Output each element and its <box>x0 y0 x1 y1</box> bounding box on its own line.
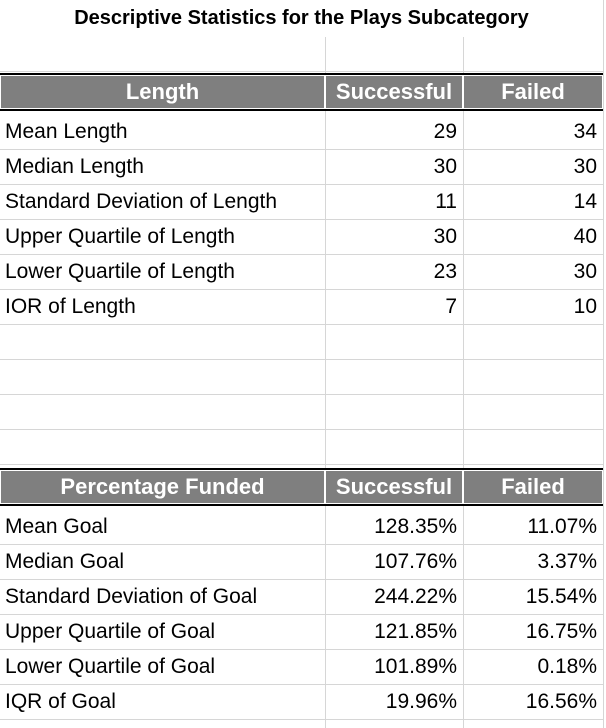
table-row: Standard Deviation of Goal 244.22% 15.54… <box>0 580 603 615</box>
column-divider <box>603 0 604 728</box>
row-label[interactable]: Mean Length <box>5 120 128 143</box>
table-row: Upper Quartile of Length 30 40 <box>0 220 603 255</box>
successful-cell[interactable]: 23 <box>433 260 457 283</box>
failed-cell[interactable]: 34 <box>573 120 597 143</box>
table-row: Mean Length 29 34 <box>0 115 603 150</box>
failed-cell[interactable]: 15.54% <box>525 585 597 608</box>
failed-cell[interactable]: 11.07% <box>527 515 597 538</box>
successful-cell[interactable]: 19.96% <box>385 690 457 713</box>
failed-cell[interactable]: 10 <box>573 295 597 318</box>
table-row: Median Goal 107.76% 3.37% <box>0 545 603 580</box>
table-row: IOR of Length 7 10 <box>0 290 603 325</box>
empty-row[interactable] <box>0 395 603 430</box>
failed-cell[interactable]: 40 <box>573 225 597 248</box>
row-label[interactable]: Upper Quartile of Goal <box>5 620 216 643</box>
table-row: Mean Goal 128.35% 11.07% <box>0 510 603 545</box>
row-label[interactable]: Mean Goal <box>5 515 108 538</box>
empty-row[interactable] <box>0 360 603 395</box>
table1-header-failed[interactable]: Failed <box>463 75 603 109</box>
successful-cell[interactable]: 244.22% <box>374 585 457 608</box>
empty-row[interactable] <box>0 325 603 360</box>
failed-cell[interactable]: 14 <box>573 190 597 213</box>
failed-cell[interactable]: 30 <box>573 260 597 283</box>
sheet-title: Descriptive Statistics for the Plays Sub… <box>0 0 603 37</box>
table-row: Lower Quartile of Goal 101.89% 0.18% <box>0 650 603 685</box>
successful-cell[interactable]: 30 <box>433 225 457 248</box>
column-divider <box>463 0 464 728</box>
table-row: Standard Deviation of Length 11 14 <box>0 185 603 220</box>
failed-cell[interactable]: 30 <box>573 155 597 178</box>
table-row: IQR of Goal 19.96% 16.56% <box>0 685 603 720</box>
table2-header-row: Percentage Funded Successful Failed <box>0 468 603 506</box>
table2-header-percentage-funded[interactable]: Percentage Funded <box>0 470 325 504</box>
table2-header-successful[interactable]: Successful <box>325 470 463 504</box>
row-label[interactable]: Upper Quartile of Length <box>5 225 235 248</box>
failed-cell[interactable]: 16.75% <box>525 620 597 643</box>
row-label[interactable]: Standard Deviation of Length <box>5 190 278 213</box>
empty-row[interactable] <box>0 430 603 465</box>
successful-cell[interactable]: 121.85% <box>374 620 457 643</box>
table2-header-failed[interactable]: Failed <box>463 470 603 504</box>
successful-cell[interactable]: 29 <box>433 120 457 143</box>
successful-cell[interactable]: 7 <box>445 295 457 318</box>
table1-header-row: Length Successful Failed <box>0 73 603 111</box>
row-label[interactable]: Standard Deviation of Goal <box>5 585 258 608</box>
successful-cell[interactable]: 11 <box>435 190 457 213</box>
table-row: Upper Quartile of Goal 121.85% 16.75% <box>0 615 603 650</box>
successful-cell[interactable]: 107.76% <box>374 550 457 573</box>
failed-cell[interactable]: 16.56% <box>525 690 597 713</box>
empty-row[interactable] <box>0 37 603 72</box>
row-label[interactable]: Lower Quartile of Length <box>5 260 235 283</box>
successful-cell[interactable]: 30 <box>433 155 457 178</box>
table-row: Lower Quartile of Length 23 30 <box>0 255 603 290</box>
column-divider <box>325 0 326 728</box>
row-label[interactable]: Median Goal <box>5 550 125 573</box>
failed-cell[interactable]: 3.37% <box>537 550 597 573</box>
row-label[interactable]: IOR of Length <box>5 295 136 318</box>
failed-cell[interactable]: 0.18% <box>537 655 597 678</box>
table-row: Median Length 30 30 <box>0 150 603 185</box>
row-label[interactable]: IQR of Goal <box>5 690 116 713</box>
table1-header-length[interactable]: Length <box>0 75 325 109</box>
successful-cell[interactable]: 128.35% <box>374 515 457 538</box>
successful-cell[interactable]: 101.89% <box>374 655 457 678</box>
table1-header-successful[interactable]: Successful <box>325 75 463 109</box>
row-label[interactable]: Median Length <box>5 155 144 178</box>
row-label[interactable]: Lower Quartile of Goal <box>5 655 216 678</box>
